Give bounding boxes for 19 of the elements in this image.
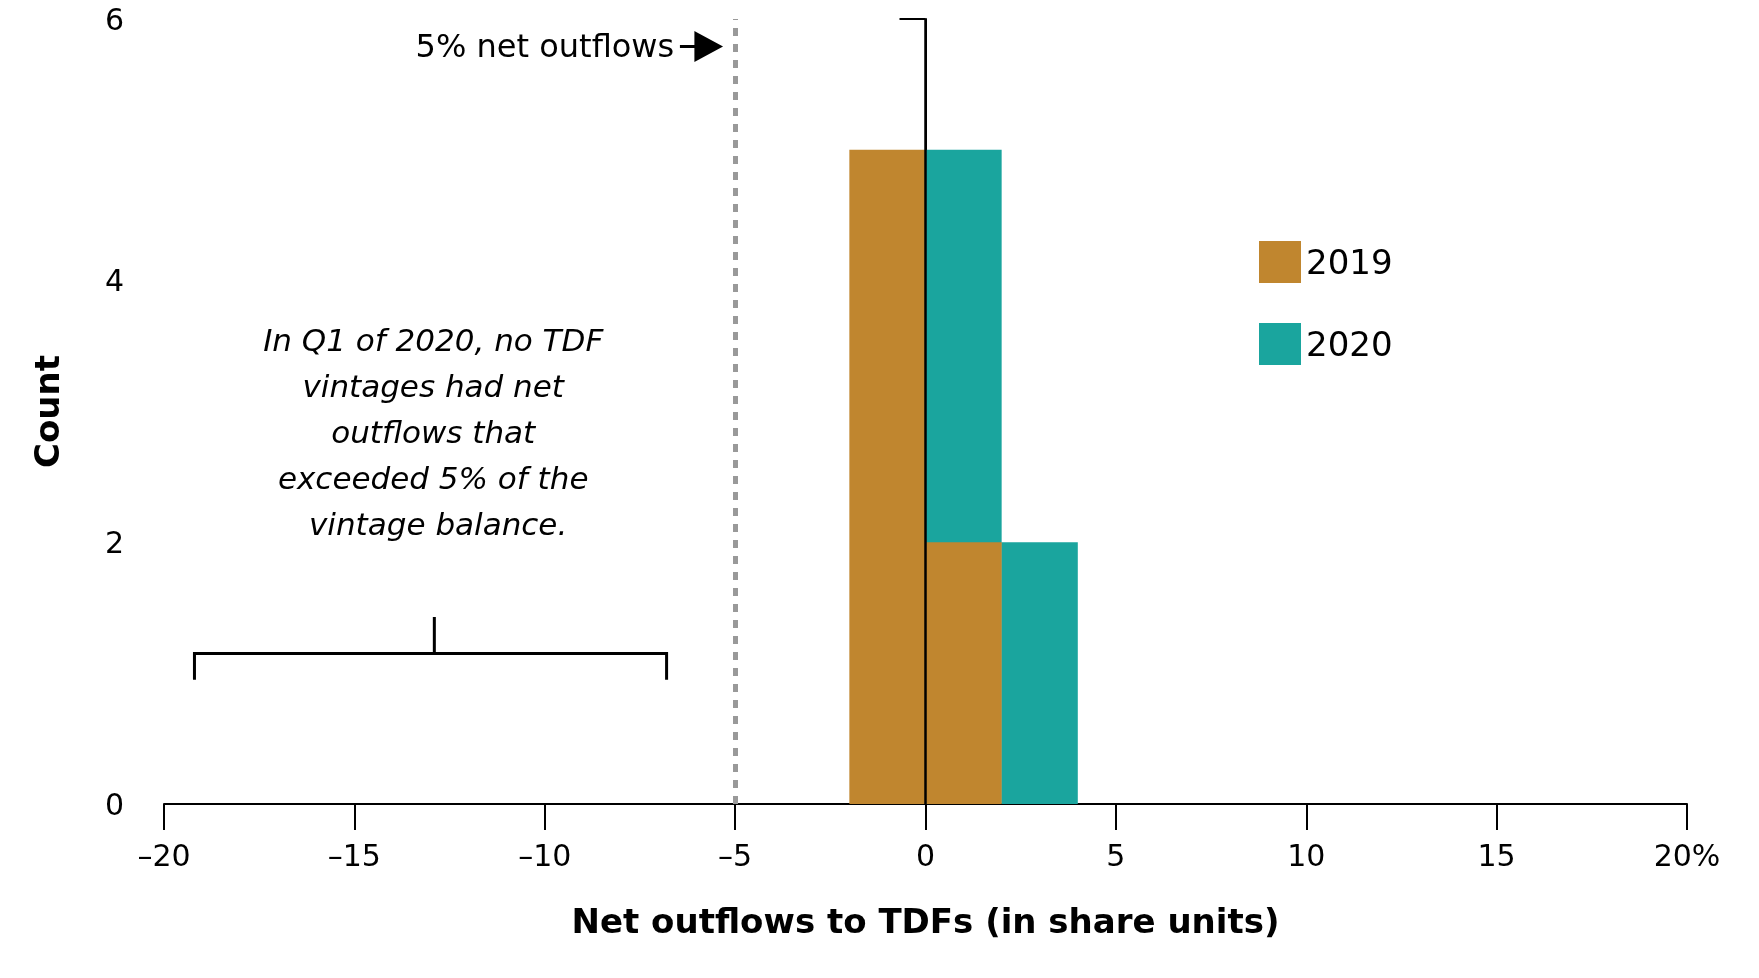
x-tick-label: 15 [1477,837,1516,873]
x-tick-label: –15 [327,837,381,873]
x-tick-label: –5 [718,837,753,873]
annotation: In Q1 of 2020, no TDF vintages had net outflows that exceeded 5% of the vintage balance. [263,322,614,543]
y-tick-label: 0 [104,786,124,822]
x-tick-label: 0 [915,837,936,873]
x-tick-label: 10 [1287,837,1326,873]
x-tick-label: 5 [1106,837,1126,873]
x-tick-label: –20 [137,837,191,873]
legend-label: 2020 [1306,324,1393,364]
x-axis-title: Net outflows to TDFs (in share units) [571,901,1280,941]
y-tick-label: 4 [104,263,124,299]
y-axis-title: Count [27,355,67,468]
legend-label: 2019 [1306,242,1393,282]
ref-line-label: 5% net outflows [415,27,675,66]
x-tick-label: –10 [518,837,572,873]
y-tick-label: 2 [104,524,124,560]
y-tick-label: 6 [104,1,124,37]
x-tick-label: 20% [1653,837,1721,873]
